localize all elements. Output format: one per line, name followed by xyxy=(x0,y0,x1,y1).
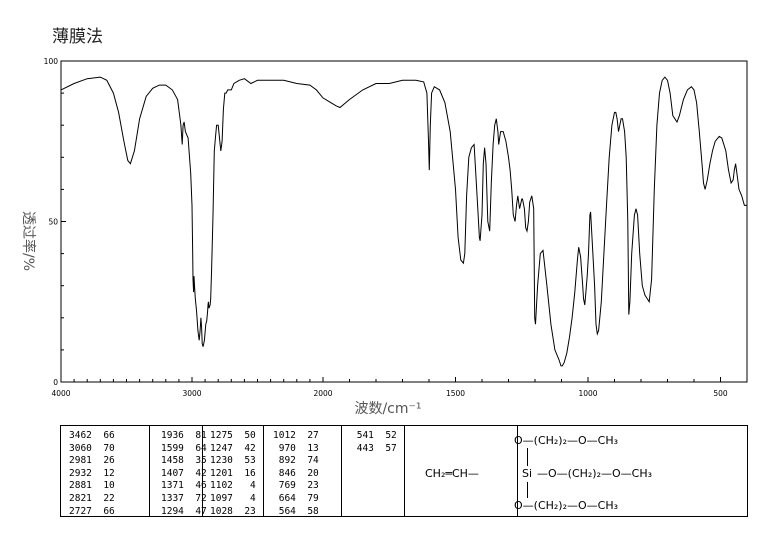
peak-entry: 2821 22 xyxy=(69,492,115,504)
ir-spectrum-chart: 0 50 100 4000 3000 2000 1500 1000 500 波数/cm⁻¹ 透… xyxy=(20,57,748,417)
vinyl-group: CH₂═CH— xyxy=(425,467,479,480)
peak-column-3: 1275 50 1247 42 1230 53 1201 16 1102 4 1097 4… xyxy=(210,430,256,518)
x-tick-label: 3000 xyxy=(182,389,201,398)
y-tick-label: 50 xyxy=(48,218,58,227)
peak-entry: 1097 4 xyxy=(210,492,256,504)
peak-entry: 1407 42 xyxy=(161,467,207,479)
peak-table: 3462 66 3060 70 2981 26 2932 12 2881 10 2821 … xyxy=(60,425,518,517)
peak-entry: 1294 47 xyxy=(161,505,207,517)
peak-entry: 1458 35 xyxy=(161,455,207,467)
peak-entry: 3462 66 xyxy=(69,430,115,441)
top-arm: O—(CH₂)₂—O—CH₃ xyxy=(514,434,619,447)
peak-entry: 1201 16 xyxy=(210,467,256,479)
peak-entry: 443 57 xyxy=(351,442,397,454)
y-axis: 0 50 100 xyxy=(44,57,66,387)
peak-entry: 2727 66 xyxy=(69,505,115,517)
peak-entry: 970 13 xyxy=(273,442,319,454)
y-axis-label: 透过率/% xyxy=(20,211,37,271)
x-axis-label: 波数/cm⁻¹ xyxy=(354,401,421,417)
peak-entry: 846 20 xyxy=(273,467,319,479)
x-tick-label: 1000 xyxy=(578,389,597,398)
peak-entry: 1337 72 xyxy=(161,492,207,504)
peak-entry: 1012 27 xyxy=(273,430,319,441)
structure-formula: O—(CH₂)₂—O—CH₃ CH₂═CH— Si —O—(CH₂)₂—O—CH… xyxy=(404,425,748,517)
peak-entry: 2981 26 xyxy=(69,455,115,467)
peak-entry: 1371 46 xyxy=(161,480,207,492)
x-tick-label: 4000 xyxy=(51,389,70,398)
peak-entry: 3060 70 xyxy=(69,442,115,454)
peak-column-1: 3462 66 3060 70 2981 26 2932 12 2881 10 2821 … xyxy=(69,430,115,518)
peak-entry: 1599 64 xyxy=(161,442,207,454)
peak-entry: 2932 12 xyxy=(69,467,115,479)
peak-entry: 1247 42 xyxy=(210,442,256,454)
x-tick-label: 500 xyxy=(713,389,728,398)
peak-column-2: 1936 81 1599 64 1458 35 1407 42 1371 46 1337 … xyxy=(161,430,207,518)
peak-entry: 564 58 xyxy=(273,505,319,517)
x-tick-label: 1500 xyxy=(446,389,465,398)
y-tick-label: 100 xyxy=(44,57,59,66)
page-title: 薄膜法 xyxy=(52,27,103,47)
peak-entry: 664 79 xyxy=(273,492,319,504)
x-tick-label: 2000 xyxy=(313,389,332,398)
peak-column-5: 541 52 443 57 xyxy=(351,430,397,455)
peak-entry: 892 74 xyxy=(273,455,319,467)
middle-arm: —O—(CH₂)₂—O—CH₃ xyxy=(537,467,653,480)
peak-entry: 1936 81 xyxy=(161,430,207,441)
peak-entry: 1275 50 xyxy=(210,430,256,441)
peak-entry: 769 23 xyxy=(273,480,319,492)
x-axis: 4000 3000 2000 1500 1000 500 xyxy=(51,377,748,398)
y-tick-label: 0 xyxy=(53,378,58,387)
silicon-atom: Si xyxy=(522,467,533,480)
bottom-arm: O—(CH₂)₂—O—CH₃ xyxy=(514,499,619,512)
plot-frame xyxy=(60,60,748,383)
peak-entry: 2881 10 xyxy=(69,480,115,492)
peak-column-4: 1012 27 970 13 892 74 846 20 769 23 664 … xyxy=(273,430,319,518)
peak-entry: 1102 4 xyxy=(210,480,256,492)
peak-entry: 1028 23 xyxy=(210,505,256,517)
peak-entry: 541 52 xyxy=(351,430,397,441)
peak-entry: 1230 53 xyxy=(210,455,256,467)
spectrum-line xyxy=(60,76,747,367)
